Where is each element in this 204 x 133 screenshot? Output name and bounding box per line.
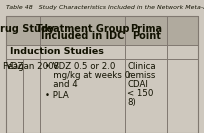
Bar [6, 16, 198, 45]
Text: Induction Studies: Induction Studies [10, 47, 104, 56]
Text: Clinica: Clinica [127, 62, 156, 71]
Text: remiss: remiss [127, 71, 155, 80]
Text: • PLA: • PLA [45, 91, 69, 100]
Text: mg/kg at weeks 0: mg/kg at weeks 0 [45, 71, 130, 80]
Bar [6, 59, 198, 133]
Text: Point: Point [132, 31, 161, 41]
Text: Table 48   Study Characteristics Included in the Network Meta-Analysis by Singh : Table 48 Study Characteristics Included … [6, 5, 204, 11]
Bar [6, 45, 198, 59]
Text: Feagan 2008: Feagan 2008 [3, 62, 60, 71]
Text: Drug Study: Drug Study [0, 24, 54, 34]
Text: and 4: and 4 [45, 80, 78, 89]
Text: Prima: Prima [130, 24, 162, 34]
Text: • VDZ 0.5 or 2.0: • VDZ 0.5 or 2.0 [45, 62, 115, 71]
Text: < 150: < 150 [127, 89, 153, 98]
Text: Treatment Group: Treatment Group [35, 24, 129, 34]
Text: Included in IDC: Included in IDC [41, 31, 124, 41]
Text: 8): 8) [127, 98, 136, 107]
Text: CDAI: CDAI [127, 80, 148, 89]
Bar [6, 16, 198, 133]
Text: VDZ: VDZ [6, 62, 24, 71]
